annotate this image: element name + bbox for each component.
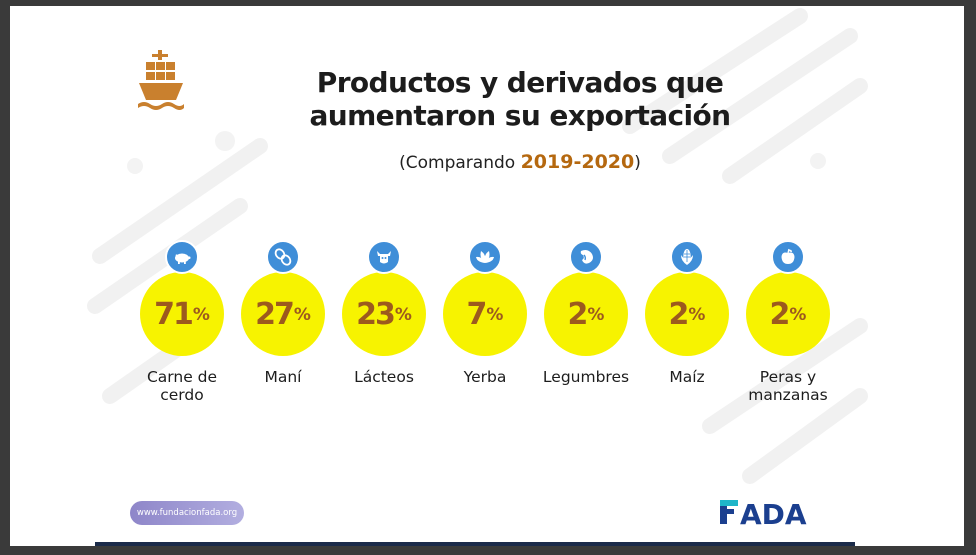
cargo-ship-icon (138, 50, 184, 110)
value-label: 2% (669, 297, 706, 332)
logo-text: ADA (740, 498, 807, 530)
peanut-icon (274, 248, 292, 266)
value-label: 27% (255, 297, 311, 332)
product-icon-badge (165, 240, 199, 274)
cow-icon (377, 251, 391, 264)
value-disc: 27% (241, 272, 325, 356)
fada-logo: ADA (720, 498, 807, 530)
subtitle-years: 2019-2020 (520, 151, 635, 173)
website-link[interactable]: www.fundacionfada.org (130, 501, 244, 525)
leaves-icon (476, 251, 494, 263)
percent-sign: % (394, 304, 412, 325)
label-line: cerdo (160, 386, 204, 404)
value-label: 71% (154, 297, 210, 332)
label-line: Legumbres (542, 368, 630, 386)
category-label: Carne de cerdo (122, 368, 242, 404)
category-label: Maíz (627, 368, 747, 386)
apple-icon (781, 248, 795, 264)
subtitle-suffix: ) (634, 153, 641, 173)
pig-icon (175, 253, 191, 264)
label-line: manzanas (748, 386, 828, 404)
title-line-2: aumentaron su exportación (309, 99, 731, 132)
footer-bar (95, 542, 855, 546)
subtitle-prefix: (Comparando (399, 153, 521, 173)
percent-sign: % (486, 304, 504, 325)
category-label: Lácteos (324, 368, 444, 386)
value-number: 23 (356, 296, 396, 332)
value-disc: 2% (645, 272, 729, 356)
value-label: 2% (568, 297, 605, 332)
category-label: Maní (223, 368, 343, 386)
percent-sign: % (688, 304, 706, 325)
percent-sign: % (192, 304, 210, 325)
slide: Productos y derivados que aumentaron su … (10, 6, 964, 546)
value-label: 2% (770, 297, 807, 332)
category-label: Legumbres (526, 368, 646, 386)
value-number: 27 (255, 296, 295, 332)
label-line: Yerba (463, 368, 507, 386)
bean-icon (580, 250, 593, 264)
label-line: Maní (264, 368, 302, 386)
value-disc: 23% (342, 272, 426, 356)
product-icon-badge (468, 240, 502, 274)
product-icon-badge (670, 240, 704, 274)
product-icon-badge (367, 240, 401, 274)
value-disc: 2% (746, 272, 830, 356)
slide-title: Productos y derivados que aumentaron su … (170, 66, 870, 132)
value-number: 2 (567, 296, 589, 332)
category-label: Yerba (425, 368, 545, 386)
value-number: 2 (668, 296, 690, 332)
percent-sign: % (789, 304, 807, 325)
value-label: 7% (467, 297, 504, 332)
label-line: Carne de (146, 368, 218, 386)
corn-icon (681, 249, 693, 265)
value-number: 2 (769, 296, 791, 332)
value-disc: 7% (443, 272, 527, 356)
product-icon-badge (266, 240, 300, 274)
value-label: 23% (356, 297, 412, 332)
percent-sign: % (293, 304, 311, 325)
label-line: Peras y (759, 368, 817, 386)
value-disc: 2% (544, 272, 628, 356)
label-line: Lácteos (354, 368, 414, 386)
title-line-1: Productos y derivados que (316, 66, 724, 99)
percent-sign: % (587, 304, 605, 325)
slide-subtitle: (Comparando 2019-2020) (170, 151, 870, 173)
value-number: 71 (154, 296, 194, 332)
value-number: 7 (466, 296, 488, 332)
label-line: Maíz (669, 368, 705, 386)
category-label: Peras y manzanas (728, 368, 848, 404)
product-icon-badge (771, 240, 805, 274)
product-icon-badge (569, 240, 603, 274)
value-disc: 71% (140, 272, 224, 356)
